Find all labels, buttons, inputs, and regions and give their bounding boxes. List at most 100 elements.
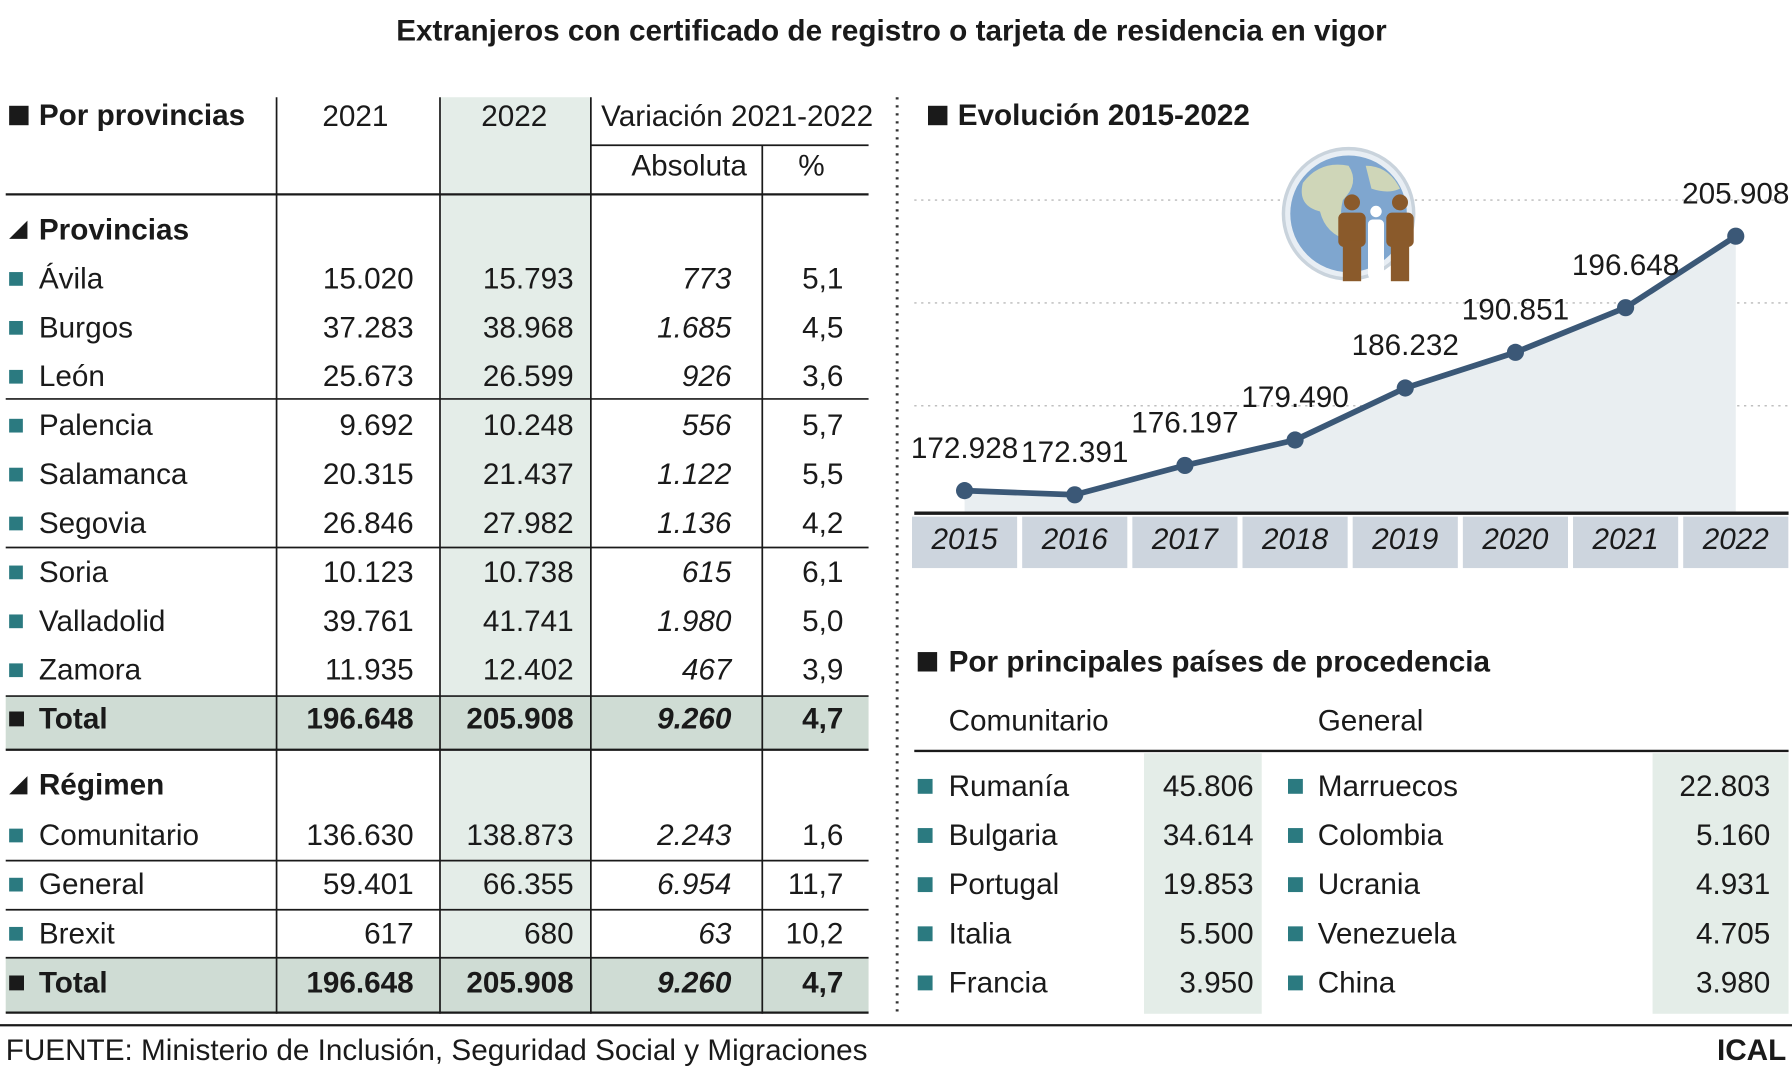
cell: 1.685: [657, 311, 732, 344]
row-label: Segovia: [39, 507, 147, 540]
bullet: [9, 877, 23, 892]
value-label: 172.391: [1021, 436, 1128, 469]
category-box: [1132, 516, 1238, 569]
person-body: [1386, 212, 1414, 247]
country-name: China: [1318, 966, 1396, 999]
column-header: 2021: [322, 100, 388, 133]
row-label: Brexit: [39, 917, 116, 950]
cell: 38.968: [483, 311, 574, 344]
category-box: [1573, 516, 1679, 569]
value-label: 176.197: [1131, 407, 1238, 440]
cell: 12.402: [483, 654, 574, 687]
value-label: 196.648: [1572, 249, 1679, 282]
cell: 59.401: [323, 868, 414, 901]
point: [1617, 299, 1635, 317]
person-head: [1370, 205, 1382, 218]
cell: 25.673: [323, 360, 414, 393]
cell: 6.954: [657, 868, 731, 901]
cell: 1.136: [657, 507, 732, 540]
cell: 41.741: [483, 605, 574, 638]
row-label: Palencia: [39, 409, 153, 442]
cell: 5,0: [802, 605, 843, 638]
land: [1365, 165, 1400, 192]
cell: 39.761: [323, 605, 414, 638]
bullet: [917, 877, 933, 893]
section-heading: Régimen: [39, 769, 164, 802]
cell: 617: [364, 917, 414, 950]
cell: 11.935: [325, 654, 414, 687]
cell: 9.260: [657, 966, 732, 999]
x-tick-label: 2015: [931, 523, 999, 556]
bullet: [917, 975, 933, 991]
column-header: Absoluta: [631, 149, 747, 182]
person-legs: [1390, 240, 1410, 282]
cell: 11,7: [788, 868, 844, 901]
cell: 196.648: [306, 702, 413, 735]
cell: 26.599: [483, 360, 574, 393]
source: FUENTE: Ministerio de Inclusión, Segurid…: [6, 1034, 868, 1067]
cell: 5,1: [802, 262, 843, 295]
cell: 138.873: [466, 819, 573, 852]
country-value: 22.803: [1679, 770, 1770, 803]
cell: 615: [682, 556, 732, 589]
cell: 556: [682, 409, 732, 442]
row-label: Total: [39, 966, 108, 999]
cell: 21.437: [483, 458, 574, 491]
country-value: 19.853: [1163, 868, 1254, 901]
total-shade: [5, 957, 869, 1013]
table-heading: Por principales países de procedencia: [949, 645, 1491, 678]
cell: 926: [682, 360, 732, 393]
cell: 3,9: [802, 654, 843, 687]
table-heading: Por provincias: [39, 99, 245, 132]
cell: 9.260: [657, 702, 732, 735]
bullet: [9, 369, 23, 384]
section-marker: [9, 220, 28, 239]
country-value: 5.500: [1179, 917, 1253, 950]
bullet: [9, 320, 23, 335]
country-name: Venezuela: [1318, 917, 1457, 950]
row-label: Salamanca: [39, 458, 188, 491]
category-box: [1242, 516, 1348, 569]
category-box: [1022, 516, 1128, 569]
country-name: Ucrania: [1318, 868, 1421, 901]
group-header: General: [1318, 705, 1424, 738]
x-tick-label: 2018: [1261, 523, 1329, 556]
cell: 136.630: [306, 819, 413, 852]
country-value: 3.980: [1696, 966, 1770, 999]
line: [964, 233, 1738, 498]
section-heading: Provincias: [39, 213, 189, 246]
cell: 27.982: [483, 507, 574, 540]
point: [1286, 431, 1304, 449]
row-label: General: [39, 868, 145, 901]
cell: 773: [682, 262, 732, 295]
row-label: Soria: [39, 556, 109, 589]
bullet: [1288, 926, 1303, 942]
cell: 20.315: [323, 458, 414, 491]
cell: 680: [524, 917, 574, 950]
bullet: [9, 926, 23, 941]
person-legs: [1342, 240, 1362, 282]
category-box: [1352, 516, 1458, 569]
cell: 196.648: [306, 966, 413, 999]
cell: 15.793: [483, 262, 574, 295]
row-label: Burgos: [39, 311, 133, 344]
person-head: [1344, 194, 1360, 211]
country-name: Colombia: [1318, 819, 1444, 852]
country-value: 5.160: [1696, 819, 1770, 852]
cell: 10.738: [483, 556, 574, 589]
bullet: [9, 272, 23, 286]
column-header: Variación 2021-2022: [601, 100, 873, 133]
row-label: Zamora: [39, 654, 142, 687]
chart-title: Evolución 2015-2022: [958, 99, 1250, 132]
value-label: 186.232: [1352, 329, 1459, 362]
cell: 467: [682, 654, 733, 687]
country-name: Marruecos: [1318, 770, 1458, 803]
bullet: [1288, 975, 1303, 991]
cell: 37.283: [323, 311, 414, 344]
bullet: [917, 778, 933, 794]
bullet: [9, 975, 24, 991]
globe-icon: [1281, 146, 1416, 282]
value-label: 179.490: [1241, 381, 1348, 414]
cell: 4,7: [802, 966, 843, 999]
